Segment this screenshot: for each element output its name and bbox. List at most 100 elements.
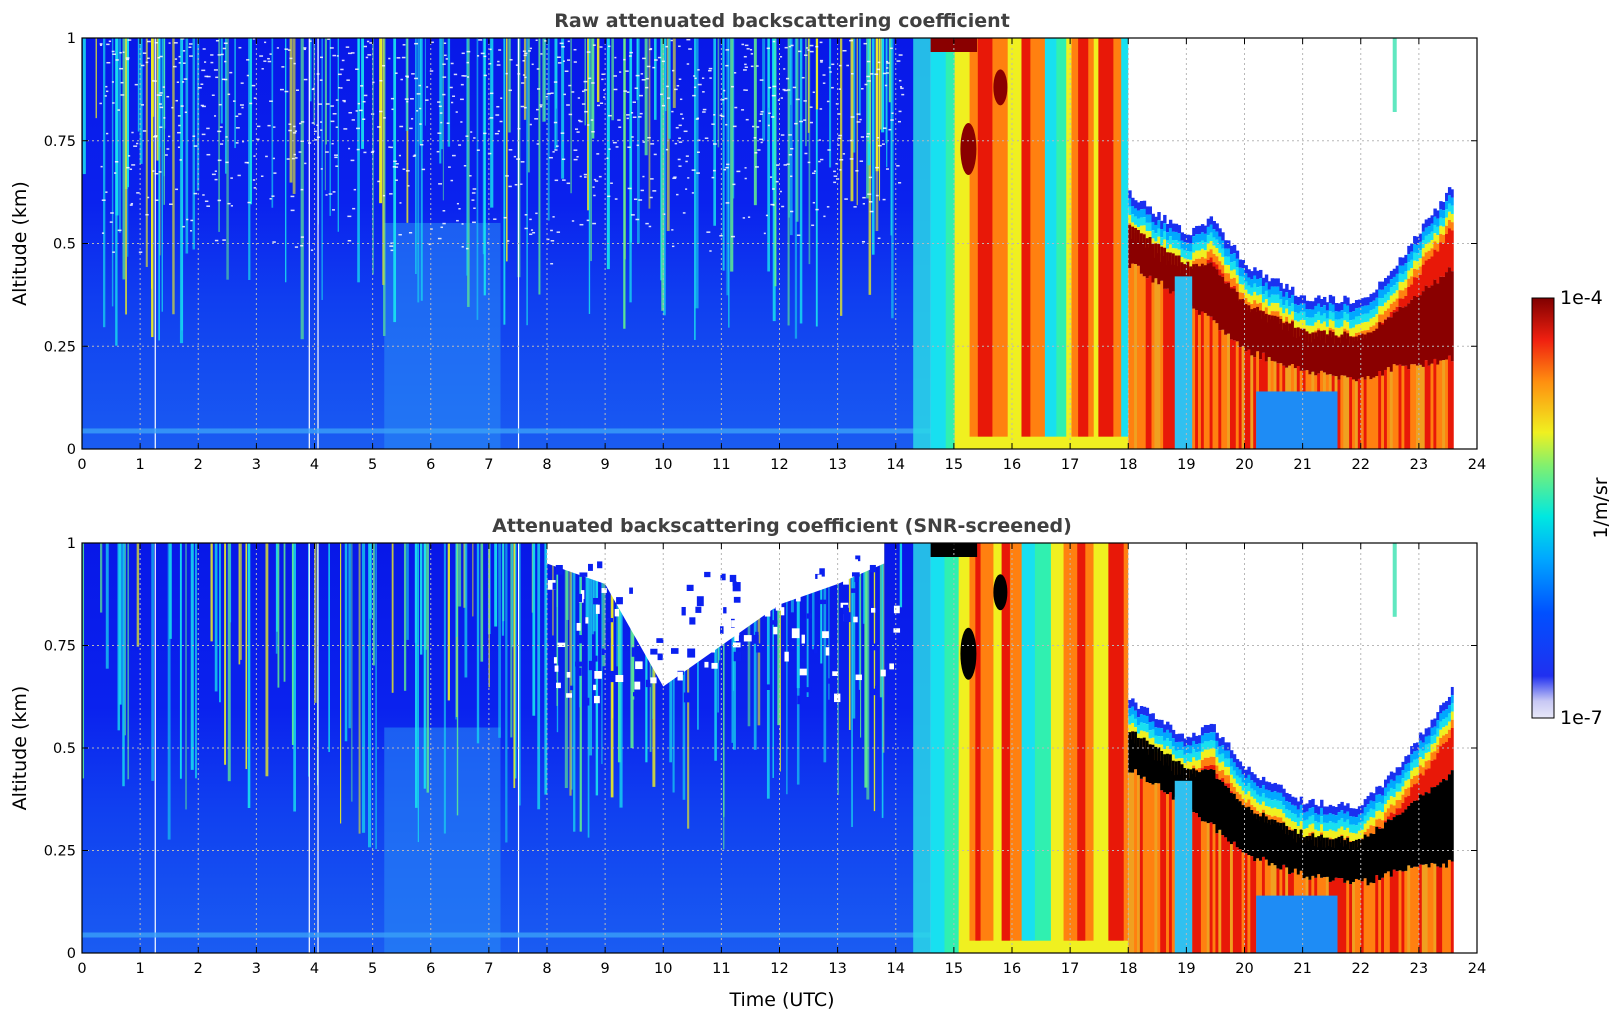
layer-column <box>1250 271 1254 280</box>
layer-column <box>1354 300 1359 309</box>
noise-speckle <box>809 50 814 53</box>
layer-column <box>1151 729 1155 738</box>
layer-column <box>1128 198 1132 207</box>
noise-speckle <box>442 76 447 78</box>
layer-column <box>1215 732 1219 741</box>
layer-column <box>1241 766 1245 775</box>
noise-speckle <box>200 104 204 107</box>
layer-column <box>1229 245 1234 255</box>
noise-speckle <box>110 212 114 214</box>
layer-column <box>1381 795 1385 804</box>
noise-speckle <box>246 74 250 77</box>
layer-column <box>1436 218 1440 227</box>
layer-column <box>1366 305 1370 314</box>
layer-column <box>1363 305 1368 314</box>
layer-column <box>1288 802 1292 811</box>
sub-layer-column <box>1241 346 1245 449</box>
signal-streak <box>167 543 171 840</box>
x-tick-label: 19 <box>1177 961 1195 977</box>
screened-speckle <box>625 567 632 573</box>
layer-column <box>1163 247 1167 289</box>
layer-column <box>1168 741 1173 750</box>
layer-column <box>1424 285 1429 361</box>
layer-column <box>1372 809 1376 818</box>
signal-streak <box>511 543 514 648</box>
layer-column <box>1413 277 1417 297</box>
layer-column <box>1331 320 1336 330</box>
layer-column <box>1227 273 1231 282</box>
layer-column <box>1148 730 1152 739</box>
noise-speckle <box>898 79 902 82</box>
x-tick-label: 6 <box>426 961 435 977</box>
layer-column <box>1439 234 1443 243</box>
layer-column <box>1447 187 1452 196</box>
layer-column <box>1134 727 1138 736</box>
sub-layer-column <box>1398 364 1402 449</box>
layer-column <box>1407 262 1411 271</box>
layer-column <box>1157 736 1161 745</box>
x-axis-ticks: 0 1 2 3 4 5 6 7 8 9 10 11 12 13 14 15 16 17 18 19 20 21 22 23 24 <box>77 38 1486 473</box>
noise-speckle <box>586 51 591 53</box>
layer-column <box>1314 297 1318 306</box>
layer-column <box>1131 706 1135 715</box>
layer-column <box>1218 779 1222 830</box>
layer-column <box>1308 325 1312 334</box>
layer-column <box>1337 303 1341 312</box>
noise-speckle <box>731 85 734 88</box>
layer-column <box>1267 281 1272 290</box>
layer-column <box>1299 295 1304 304</box>
layer-column <box>1302 311 1307 321</box>
noise-speckle <box>642 57 646 60</box>
screened-speckle <box>588 660 594 671</box>
layer-column <box>1442 201 1446 211</box>
layer-column <box>1200 263 1205 312</box>
y-axis-label: Altitude (km) <box>9 181 31 306</box>
noise-speckle <box>448 166 451 168</box>
noise-speckle <box>645 77 649 80</box>
layer-column <box>1421 256 1426 265</box>
layer-column <box>1206 724 1211 734</box>
noise-speckle <box>598 175 602 178</box>
layer-column <box>1421 248 1426 257</box>
noise-speckle <box>554 149 558 151</box>
layer-column <box>1195 263 1199 311</box>
noise-speckle <box>296 89 300 91</box>
layer-column <box>1442 218 1446 227</box>
layer-column <box>1221 256 1225 266</box>
noise-speckle <box>844 198 848 200</box>
layer-column <box>1302 820 1307 830</box>
noise-speckle <box>269 198 272 200</box>
layer-column <box>1424 260 1429 286</box>
layer-column <box>1259 269 1263 279</box>
signal-streak <box>899 543 903 608</box>
noise-speckle <box>398 233 402 236</box>
x-tick-label: 11 <box>712 457 730 473</box>
layer-column <box>1331 814 1336 823</box>
signal-streak <box>767 38 770 272</box>
signal-streak <box>337 38 339 232</box>
layer-column <box>1314 322 1318 331</box>
layer-column <box>1293 303 1298 313</box>
layer-column <box>1259 780 1263 789</box>
layer-column <box>1186 234 1190 243</box>
signal-streak <box>554 38 556 151</box>
noise-speckle <box>726 163 730 166</box>
noise-speckle <box>259 55 264 57</box>
noise-speckle <box>272 241 276 243</box>
noise-speckle <box>281 66 285 68</box>
noise-speckle <box>741 109 745 111</box>
layer-column <box>1430 240 1434 249</box>
noise-speckle <box>635 218 640 221</box>
signal-streak <box>276 543 278 632</box>
noise-speckle <box>724 97 728 100</box>
layer-column <box>1398 814 1402 871</box>
layer-column <box>1174 231 1179 241</box>
noise-speckle <box>390 249 394 252</box>
layer-column <box>1375 305 1379 315</box>
sub-layer-column <box>1247 349 1251 449</box>
layer-column <box>1343 312 1347 321</box>
layer-column <box>1166 232 1170 241</box>
noise-speckle <box>571 91 575 93</box>
layer-column <box>1413 767 1417 776</box>
noise-speckle <box>178 124 181 127</box>
